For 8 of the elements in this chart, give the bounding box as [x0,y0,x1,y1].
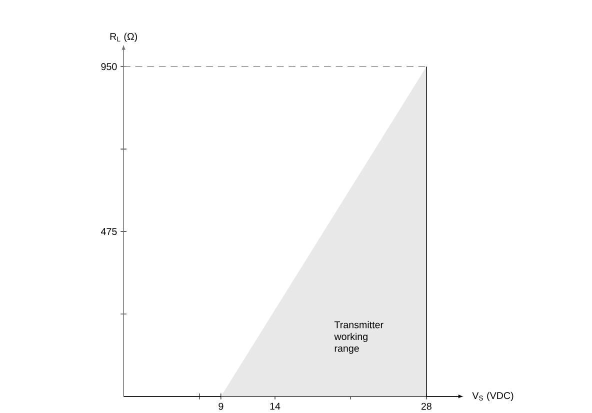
y-tick-label: 950 [101,63,117,70]
x-axis-title: V$_{S}$ (VDC) [472,392,514,401]
annotation: Transmitter working range [334,321,384,354]
x-tick-label: 14 [270,402,280,410]
y-axis-title: R$_{L}$ (Ω) [110,32,137,42]
x-tick-label: 28 [421,402,432,410]
y-tick-label: 475 [100,228,117,235]
x-tick-label: 9 [218,402,224,410]
